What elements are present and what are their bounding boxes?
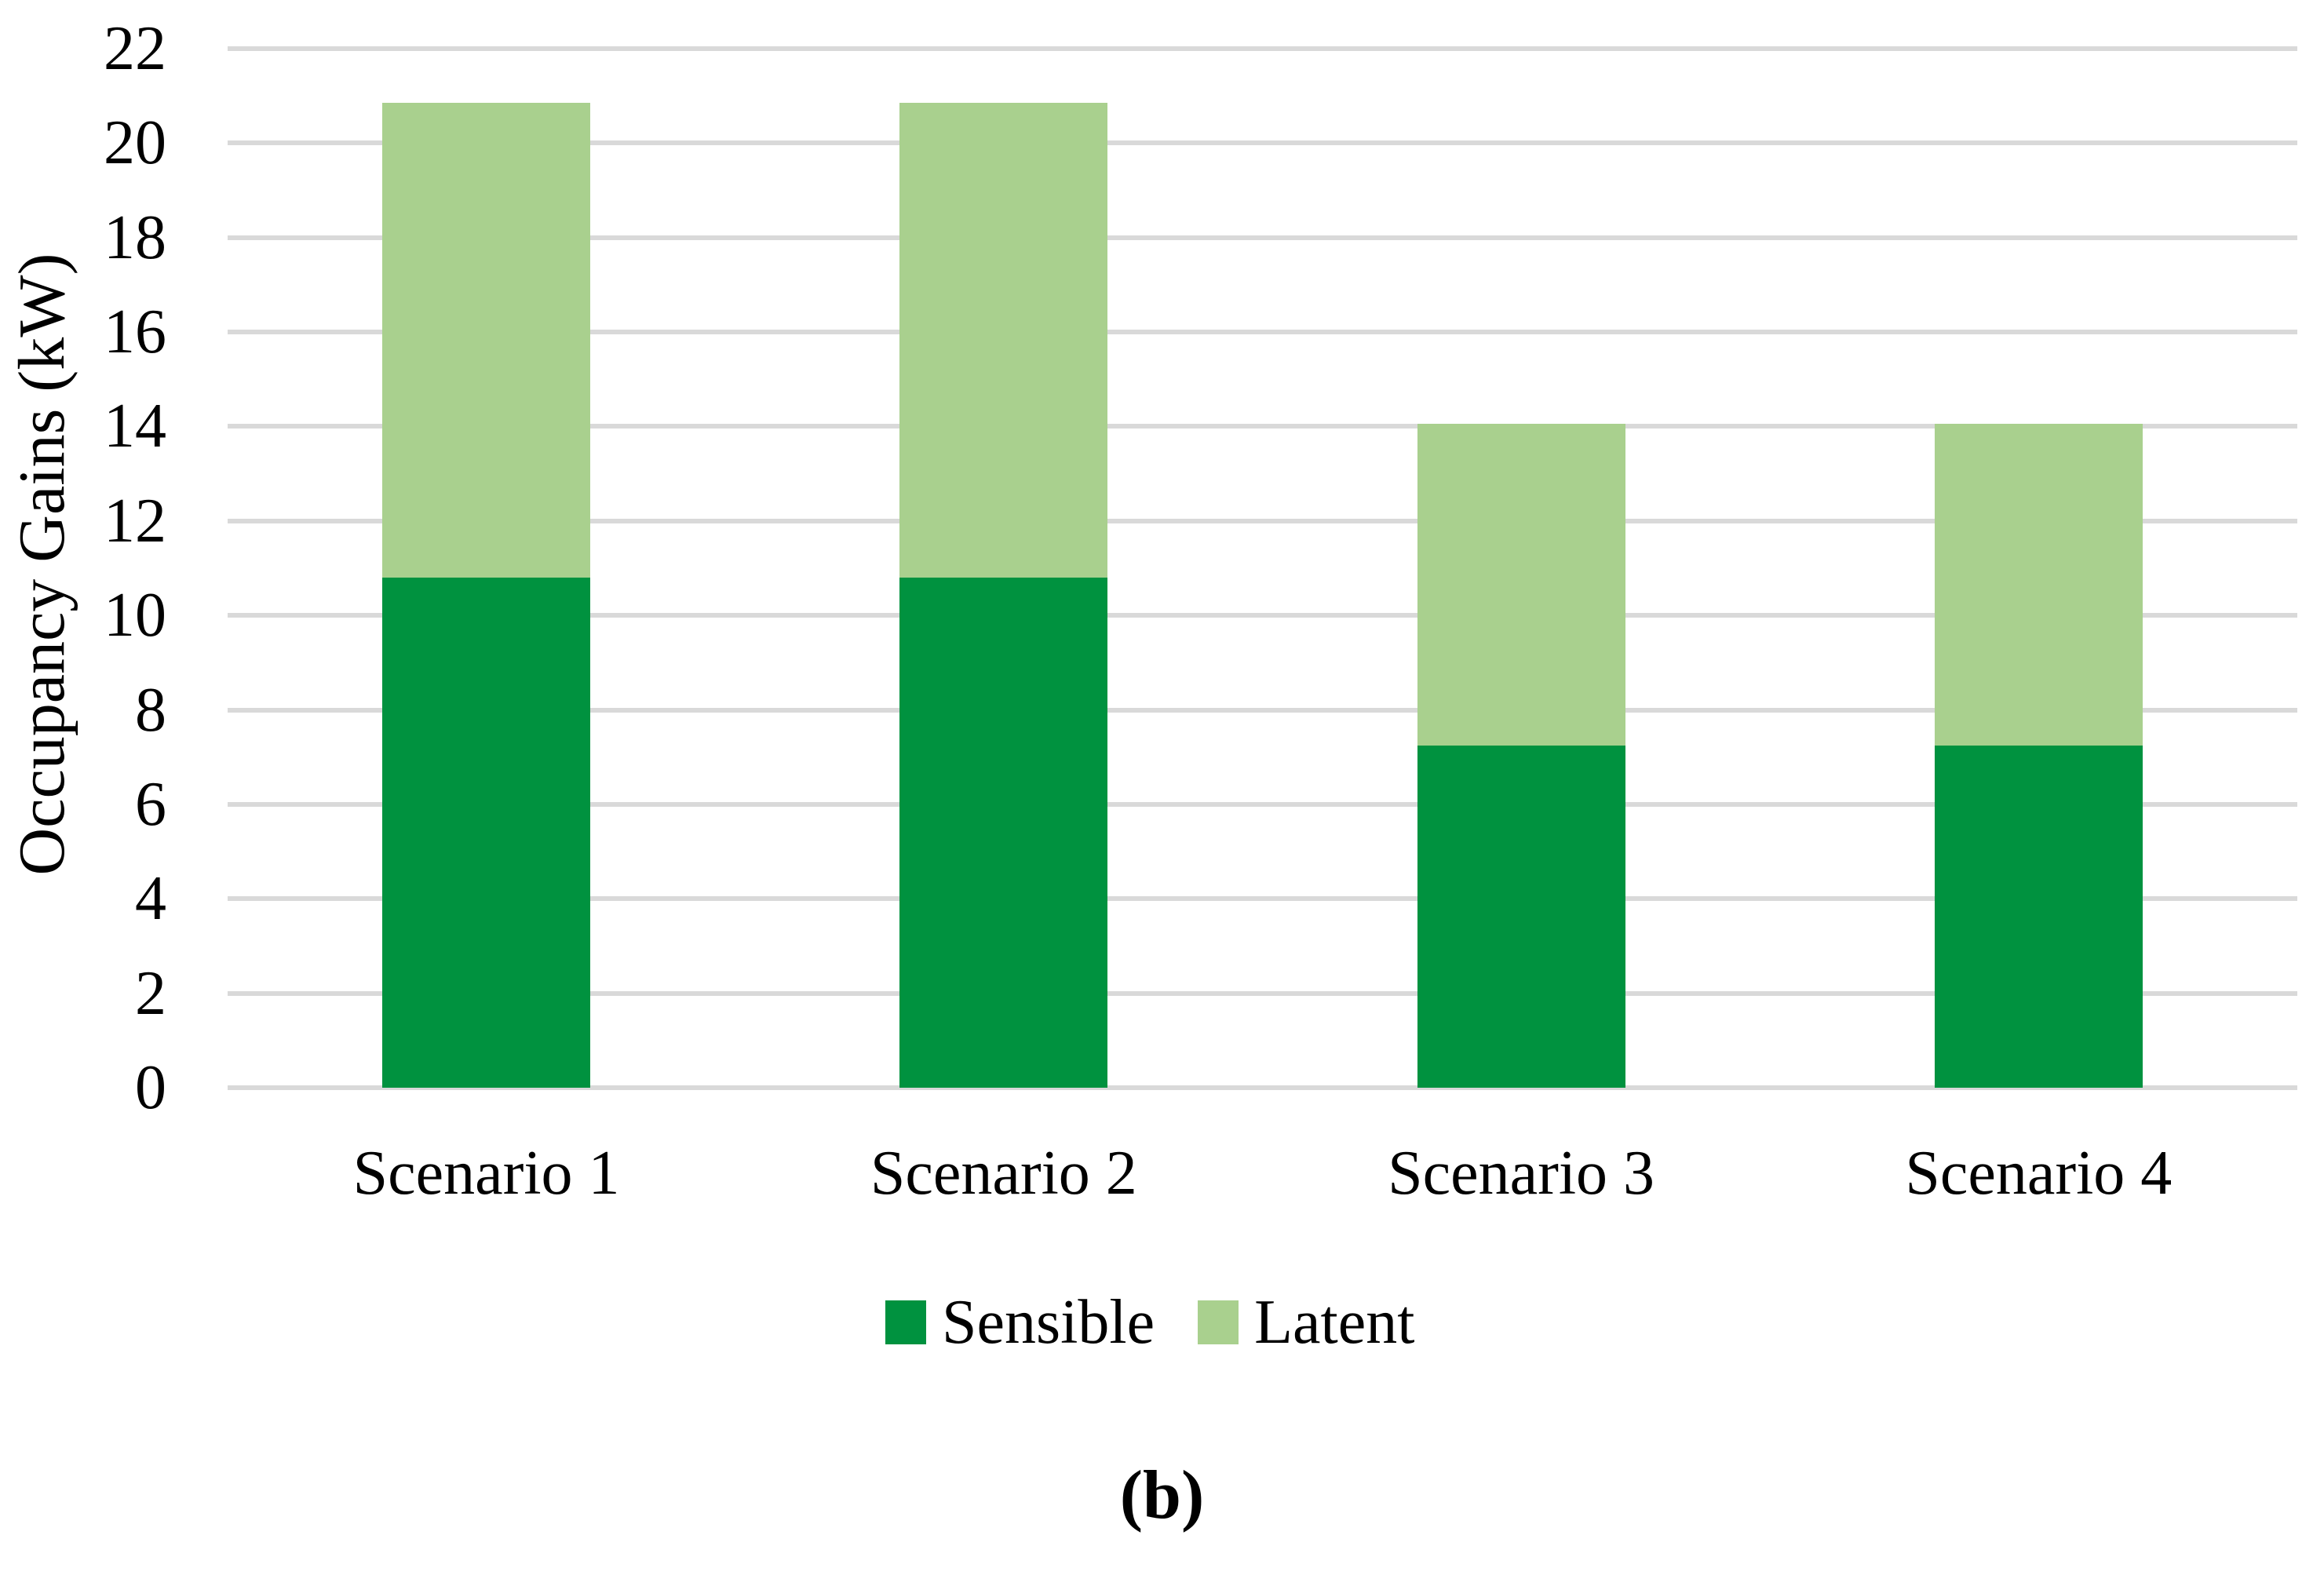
gridline-y-6 [228, 801, 2297, 807]
y-tick-label-6: 6 [135, 769, 166, 839]
gridline-y-22 [228, 46, 2297, 51]
gridline-y-14 [228, 424, 2297, 429]
gridline-y-12 [228, 518, 2297, 523]
y-tick-label-0: 0 [135, 1053, 166, 1122]
legend-label-latent: Latent [1254, 1288, 1415, 1357]
gridline-y-10 [228, 613, 2297, 618]
y-tick-label-2: 2 [135, 958, 166, 1028]
x-category-label-1: Scenario 1 [352, 1139, 620, 1208]
y-tick-label-18: 18 [104, 202, 166, 272]
y-tick-label-8: 8 [135, 675, 166, 745]
gridline-y-8 [228, 707, 2297, 713]
legend-swatch-sensible [885, 1300, 926, 1344]
y-tick-label-14: 14 [104, 392, 166, 461]
bar-segment-latent-3 [1417, 424, 1625, 746]
legend: Sensible Latent [885, 1291, 1414, 1354]
legend-swatch-latent [1198, 1300, 1239, 1344]
y-tick-label-4: 4 [135, 864, 166, 934]
bar-segment-sensible-1 [382, 578, 591, 1088]
y-tick-label-20: 20 [104, 108, 166, 178]
y-tick-label-12: 12 [104, 486, 166, 556]
gridline-y-20 [228, 140, 2297, 146]
figure-caption-text: (b) [1119, 1457, 1205, 1533]
figure-caption: (b) [0, 1456, 2324, 1535]
gridline-y-4 [228, 896, 2297, 902]
bar-segment-sensible-2 [899, 578, 1108, 1088]
x-category-label-3: Scenario 3 [1388, 1139, 1655, 1208]
y-tick-label-16: 16 [104, 297, 166, 367]
legend-item-latent: Latent [1198, 1291, 1414, 1354]
y-tick-label-10: 10 [104, 581, 166, 651]
bar-segment-sensible-3 [1417, 745, 1625, 1088]
legend-label-sensible: Sensible [942, 1288, 1155, 1357]
legend-item-sensible: Sensible [885, 1291, 1155, 1354]
gridline-y-18 [228, 235, 2297, 240]
gridline-y-2 [228, 990, 2297, 996]
bar-segment-latent-4 [1934, 424, 2143, 746]
y-tick-label-22: 22 [104, 14, 166, 83]
bar-segment-latent-1 [382, 103, 591, 578]
gridline-y-0 [228, 1085, 2297, 1090]
bar-segment-sensible-4 [1934, 745, 2143, 1088]
bar-segment-latent-2 [899, 103, 1108, 578]
gridline-y-16 [228, 330, 2297, 335]
plot-area [228, 46, 2297, 1090]
x-category-label-2: Scenario 2 [870, 1139, 1137, 1208]
x-category-label-4: Scenario 4 [1905, 1139, 2173, 1208]
